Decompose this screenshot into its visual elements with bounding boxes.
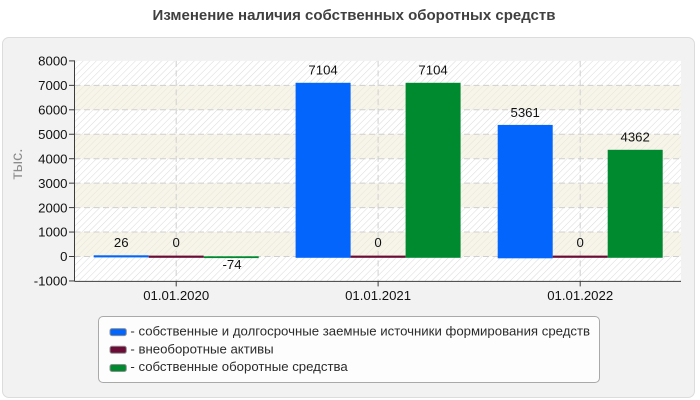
svg-text:26: 26 xyxy=(114,235,129,250)
svg-text:тыс.: тыс. xyxy=(9,148,26,179)
svg-text:0: 0 xyxy=(60,249,67,264)
svg-text:0: 0 xyxy=(173,235,180,250)
svg-text:5000: 5000 xyxy=(38,127,67,142)
svg-text:5361: 5361 xyxy=(511,105,540,120)
svg-text:01.01.2020: 01.01.2020 xyxy=(143,288,209,303)
svg-text:7104: 7104 xyxy=(308,62,337,77)
svg-text:01.01.2021: 01.01.2021 xyxy=(345,288,411,303)
svg-text:- внеоборотные активы: - внеоборотные активы xyxy=(130,341,273,356)
svg-text:1000: 1000 xyxy=(38,225,67,240)
svg-text:7000: 7000 xyxy=(38,78,67,93)
svg-text:01.01.2022: 01.01.2022 xyxy=(547,288,613,303)
svg-text:- собственные и долгосрочные з: - собственные и долгосрочные заемные ист… xyxy=(130,324,590,339)
svg-text:-1000: -1000 xyxy=(34,274,68,289)
svg-text:- собственные оборотные средст: - собственные оборотные средства xyxy=(130,359,348,374)
svg-text:8000: 8000 xyxy=(38,54,67,69)
svg-text:7104: 7104 xyxy=(418,62,447,77)
svg-text:4362: 4362 xyxy=(621,129,650,144)
svg-text:-74: -74 xyxy=(222,257,241,272)
svg-text:0: 0 xyxy=(374,235,381,250)
svg-text:2000: 2000 xyxy=(38,200,67,215)
svg-text:4000: 4000 xyxy=(38,151,67,166)
svg-text:3000: 3000 xyxy=(38,176,67,191)
svg-text:6000: 6000 xyxy=(38,102,67,117)
svg-text:0: 0 xyxy=(577,235,584,250)
